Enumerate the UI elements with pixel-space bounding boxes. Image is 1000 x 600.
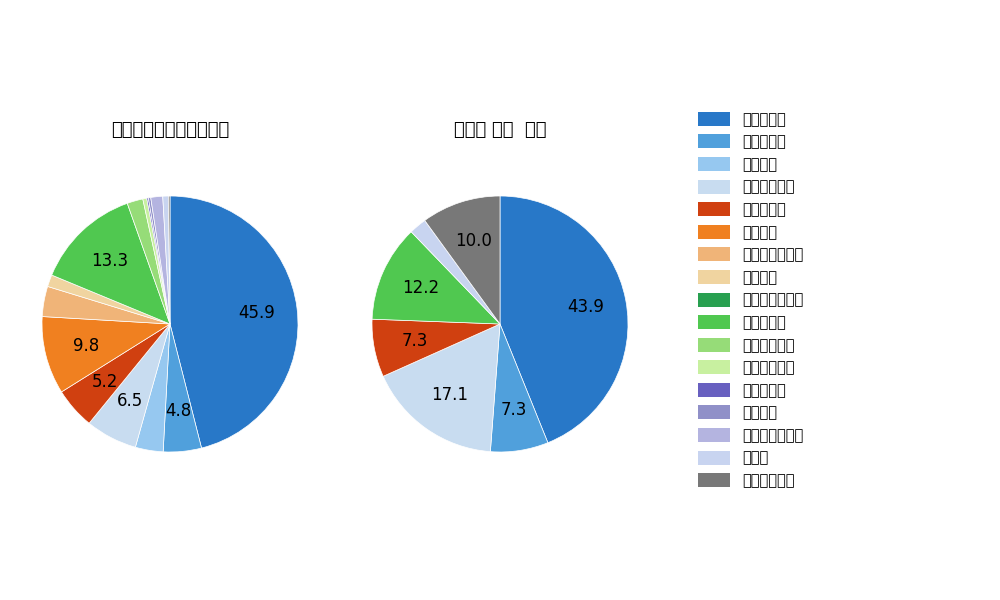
Title: 長谷川 信哦  選手: 長谷川 信哦 選手	[454, 121, 546, 139]
Wedge shape	[163, 196, 170, 324]
Wedge shape	[148, 197, 170, 324]
Wedge shape	[147, 198, 170, 324]
Text: 7.3: 7.3	[500, 401, 527, 419]
Wedge shape	[411, 220, 500, 324]
Text: 4.8: 4.8	[165, 401, 192, 419]
Wedge shape	[170, 196, 298, 448]
Wedge shape	[89, 324, 170, 447]
Text: 17.1: 17.1	[431, 386, 468, 404]
Wedge shape	[135, 324, 170, 452]
Wedge shape	[151, 196, 170, 324]
Wedge shape	[48, 275, 170, 324]
Wedge shape	[168, 196, 170, 324]
Wedge shape	[52, 203, 170, 324]
Wedge shape	[62, 324, 170, 423]
Wedge shape	[42, 317, 170, 392]
Text: 9.8: 9.8	[73, 337, 99, 355]
Text: 7.3: 7.3	[401, 332, 428, 350]
Wedge shape	[42, 286, 170, 324]
Wedge shape	[127, 199, 170, 324]
Legend: ストレート, ツーシーム, シュート, カットボール, スプリット, フォーク, チェンジアップ, シンカー, 高速スライダー, スライダー, 縦スライダー, : ストレート, ツーシーム, シュート, カットボール, スプリット, フォーク,…	[694, 107, 808, 493]
Text: 5.2: 5.2	[92, 373, 118, 391]
Text: 13.3: 13.3	[92, 252, 129, 270]
Wedge shape	[163, 324, 202, 452]
Text: 43.9: 43.9	[567, 298, 604, 316]
Wedge shape	[383, 324, 500, 452]
Text: 6.5: 6.5	[117, 392, 143, 410]
Wedge shape	[500, 196, 628, 443]
Wedge shape	[425, 196, 500, 324]
Text: 12.2: 12.2	[402, 280, 439, 298]
Text: 10.0: 10.0	[455, 232, 492, 250]
Text: 45.9: 45.9	[238, 304, 275, 322]
Title: パ・リーグ全プレイヤー: パ・リーグ全プレイヤー	[111, 121, 229, 139]
Wedge shape	[143, 198, 170, 324]
Wedge shape	[490, 324, 548, 452]
Wedge shape	[372, 232, 500, 324]
Wedge shape	[372, 319, 500, 376]
